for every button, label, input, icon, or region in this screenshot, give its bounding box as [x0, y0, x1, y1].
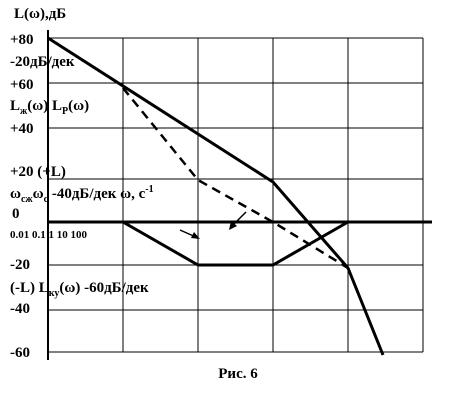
annotation: +20 (+L): [10, 164, 66, 180]
x-tick-labels: 0.01 0.1 1 10 100: [10, 229, 88, 241]
arrows: [179, 211, 247, 239]
tick-label: -20: [10, 257, 30, 273]
text: L: [10, 98, 20, 114]
text: -40дБ/дек ω, с: [48, 186, 146, 202]
tick-label: -40: [10, 301, 30, 317]
curve-lku: [122, 220, 349, 267]
superscript: -1: [145, 184, 153, 195]
subscript: c: [44, 194, 49, 205]
annotation: Lж(ω) LP(ω): [10, 98, 89, 117]
text: (ω) -60дБ/дек: [59, 280, 149, 296]
arrow-head: [191, 232, 200, 239]
tick-label: -60: [10, 345, 30, 361]
tick-label: 0: [12, 206, 20, 222]
y-axis-label: L(ω),дБ: [14, 6, 66, 22]
text: (ω) L: [27, 98, 62, 114]
tick-label: +40: [10, 121, 34, 137]
arrow-head: [229, 221, 237, 230]
tick-label: +60: [10, 77, 34, 93]
text: (ω): [68, 98, 89, 114]
annotation: (-L) Lку(ω) -60дБ/дек: [10, 280, 149, 299]
subscript: ж: [20, 106, 28, 117]
curve-l: [47, 36, 385, 356]
annotation: -20дБ/дек: [10, 54, 75, 70]
annotation: ωсжωc -40дБ/дек ω, с-1: [10, 184, 154, 205]
arrow: [231, 211, 247, 227]
text: ω: [10, 186, 21, 202]
text: (-L) L: [10, 280, 49, 296]
subscript: сж: [21, 194, 33, 205]
tick-label: +80: [10, 32, 34, 48]
subscript: P: [62, 106, 68, 117]
subscript: ку: [49, 288, 60, 299]
caption: Рис. 6: [218, 366, 258, 382]
text: ω: [33, 186, 44, 202]
